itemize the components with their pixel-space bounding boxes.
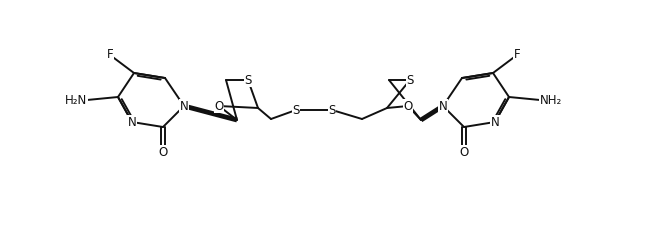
Text: S: S — [406, 73, 414, 86]
Text: S: S — [292, 103, 299, 116]
Text: N: N — [491, 116, 499, 129]
Text: NH₂: NH₂ — [540, 93, 562, 106]
Text: O: O — [215, 99, 224, 113]
Text: S: S — [328, 103, 336, 116]
Text: F: F — [514, 48, 520, 62]
Text: O: O — [403, 99, 413, 113]
Text: N: N — [180, 99, 188, 113]
Text: N: N — [439, 99, 447, 113]
Text: S: S — [244, 73, 252, 86]
Text: N: N — [128, 116, 136, 129]
Text: F: F — [107, 48, 113, 62]
Text: H₂N: H₂N — [64, 93, 87, 106]
Text: O: O — [459, 145, 468, 158]
Text: O: O — [159, 145, 168, 158]
